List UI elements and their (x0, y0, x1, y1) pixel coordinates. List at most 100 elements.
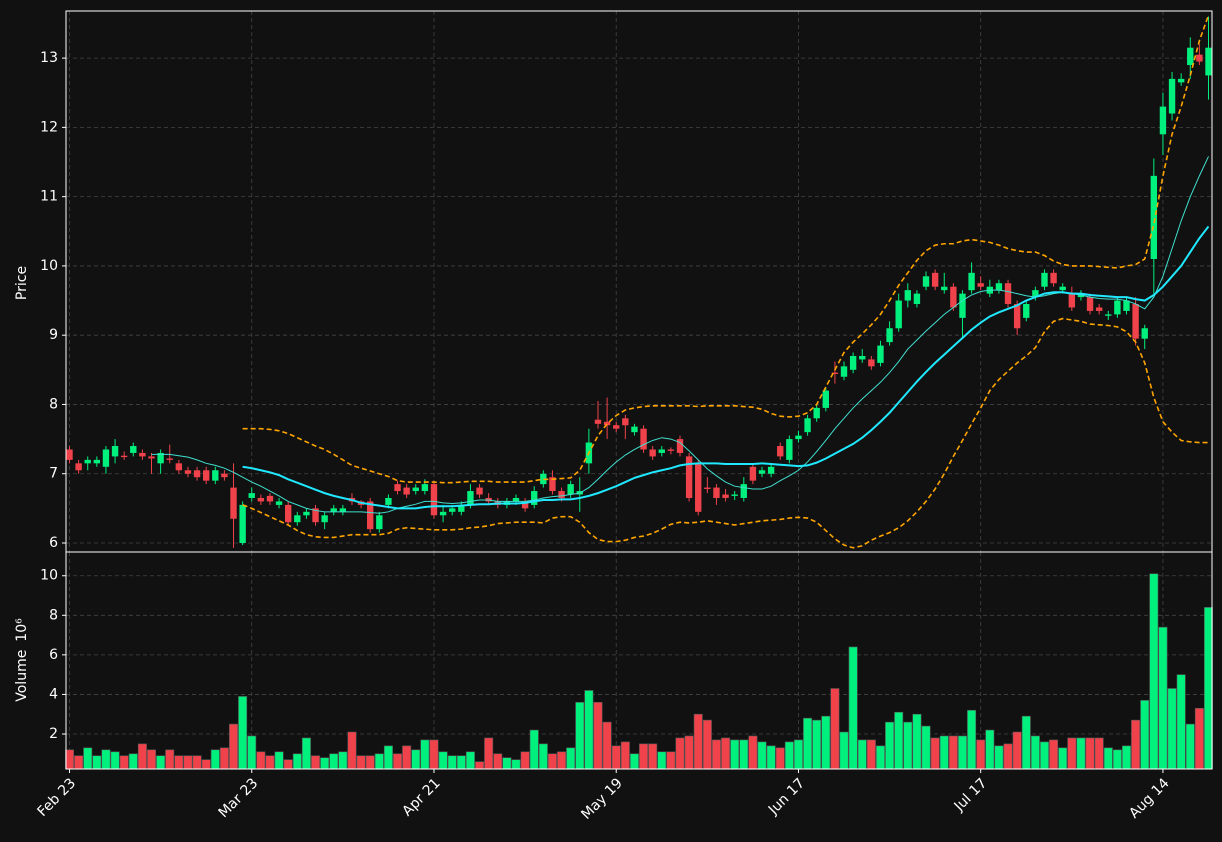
price-axis-label: Price (14, 266, 30, 300)
volume-bar (748, 735, 758, 770)
volume-bar (885, 721, 895, 770)
candle-body (1059, 286, 1066, 291)
candle-body (294, 515, 301, 523)
volume-bar (283, 759, 293, 770)
candle-body (312, 508, 319, 523)
y-tick-label: 11 (40, 189, 58, 205)
candle-body (449, 508, 456, 512)
volume-bar (192, 755, 202, 770)
candle-body (950, 286, 957, 308)
candle-body (613, 425, 620, 429)
volume-bar (356, 755, 366, 770)
volume-bar (1049, 739, 1059, 770)
candle-body (458, 504, 465, 512)
volume-bar (793, 739, 803, 770)
volume-axis-label: Volume 10⁶ (14, 618, 30, 702)
candle-body (130, 446, 137, 453)
volume-bar (1085, 737, 1095, 770)
candle-body (339, 508, 347, 512)
candle-body (1141, 328, 1148, 339)
candle-body (567, 484, 574, 495)
volume-bar (821, 715, 831, 770)
candle-body (1041, 272, 1048, 287)
volume-bar (1204, 607, 1213, 770)
candle-body (1004, 283, 1012, 305)
candle-body (521, 501, 529, 509)
volume-bar (156, 755, 166, 770)
volume-bar (721, 737, 731, 770)
volume-bar (238, 696, 248, 770)
candle-body (959, 293, 966, 318)
candle-body (1013, 304, 1021, 329)
volume-bar (256, 751, 266, 770)
candle-body (321, 515, 328, 523)
candle-body (1159, 106, 1167, 135)
volume-bar (1185, 723, 1195, 770)
volume-label: Volume (14, 650, 30, 702)
y-tick-label: 10 (40, 568, 58, 584)
volume-bar (137, 743, 147, 770)
volume-bar (903, 721, 913, 770)
candle-body (558, 491, 565, 498)
candle-body (749, 466, 757, 481)
volume-bar (493, 753, 503, 770)
volume-bar (183, 755, 193, 770)
volume-bar (1112, 749, 1122, 770)
candle-body (403, 487, 410, 495)
candle-body (1114, 300, 1121, 315)
volume-bar (985, 729, 995, 770)
volume-bar (411, 749, 421, 770)
volume-bar (648, 743, 658, 770)
volume-bar (1149, 573, 1159, 770)
volume-bar (1176, 674, 1186, 770)
candle-body (93, 459, 101, 464)
candle-body (1187, 47, 1194, 66)
volume-offset-label: 10⁶ (14, 618, 30, 642)
volume-bar (265, 755, 275, 770)
volume-bar (1158, 626, 1168, 770)
candle-body (1050, 272, 1057, 284)
candle-body (175, 463, 183, 471)
volume-bar (894, 711, 904, 770)
candle-body (476, 487, 483, 495)
volume-bar (229, 723, 239, 770)
volume-bar (101, 749, 111, 770)
candle-body (157, 452, 164, 464)
volume-bar (274, 751, 284, 770)
volume-bar (1103, 747, 1113, 770)
candle-body (868, 359, 875, 367)
candle-body (439, 511, 447, 516)
volume-bar (1140, 700, 1150, 770)
y-tick-label: 8 (49, 396, 58, 412)
volume-bar (311, 755, 321, 770)
candle-body (941, 286, 948, 291)
candle-body (840, 366, 848, 377)
volume-bar (1122, 745, 1131, 770)
y-tick-label: 13 (40, 50, 58, 66)
y-tick-label: 12 (40, 119, 58, 135)
candle-body (367, 501, 374, 530)
candle-body (1177, 78, 1185, 83)
candle-body (1168, 78, 1176, 114)
volume-bar (666, 751, 676, 770)
volume-bar (629, 753, 639, 770)
y-tick-label: 6 (49, 647, 58, 663)
volume-bar (557, 751, 567, 770)
candle-body (202, 470, 210, 481)
volume-bar (447, 755, 457, 770)
volume-bar (575, 702, 585, 770)
volume-bar (775, 747, 785, 770)
volume-bar (1003, 743, 1013, 770)
volume-bar (912, 713, 922, 770)
volume-bar (657, 751, 667, 770)
volume-bar (210, 749, 220, 770)
candle-body (1095, 307, 1103, 311)
volume-bar (1012, 731, 1022, 770)
y-tick-label: 9 (49, 327, 58, 343)
volume-bar (547, 753, 557, 770)
candle-body (184, 470, 192, 474)
candle-body (193, 470, 201, 478)
volume-bar (110, 751, 120, 770)
y-tick-label: 6 (49, 535, 58, 551)
volume-bar (484, 737, 494, 770)
